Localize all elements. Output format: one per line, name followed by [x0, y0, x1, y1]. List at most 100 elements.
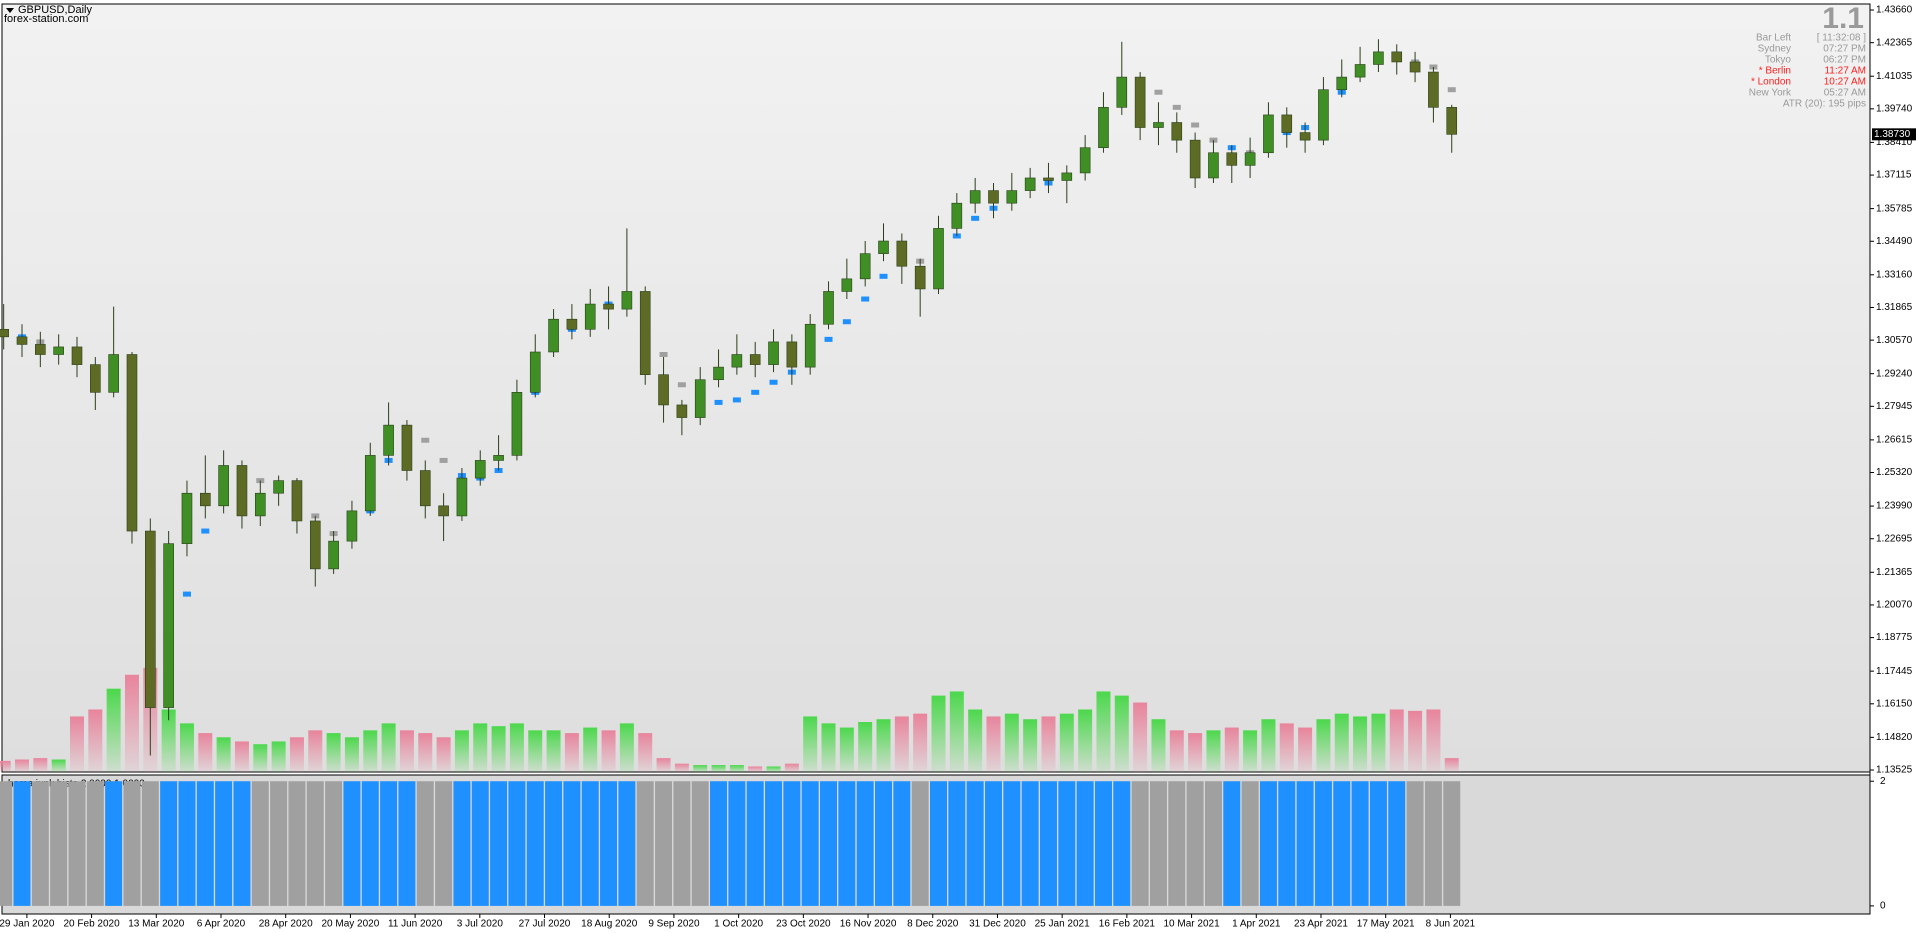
volume-bar — [839, 727, 854, 772]
y-tick-label: 1.26615 — [1876, 435, 1913, 446]
info-label: Sydney — [1758, 44, 1791, 55]
candle-body — [1061, 172, 1073, 181]
volume-bar — [161, 709, 176, 772]
histo-bar — [1204, 781, 1222, 906]
hama-dot — [751, 389, 760, 395]
volume-bar — [106, 688, 121, 772]
histo-bar — [31, 781, 49, 906]
histo-bar — [1241, 781, 1259, 906]
y-tick-label: 1.35785 — [1876, 203, 1913, 214]
hama-dot — [1191, 122, 1200, 128]
volume-bar — [363, 730, 378, 772]
histo-bar — [1333, 781, 1351, 906]
y-tick-label: 0 — [1880, 901, 1886, 912]
candle-body — [713, 366, 724, 381]
x-tick-label: 16 Nov 2020 — [840, 919, 897, 930]
info-value: 10:27 AM — [1824, 77, 1866, 88]
histo-bar — [343, 781, 361, 906]
x-tick-label: 8 Dec 2020 — [907, 919, 959, 930]
histo-bar — [215, 781, 233, 906]
candle-body — [1043, 177, 1054, 181]
histo-bar — [856, 781, 874, 906]
candle-body — [126, 354, 138, 532]
candle-body — [639, 291, 651, 375]
y-tick-label: 2 — [1880, 776, 1886, 787]
volume-bar — [1408, 710, 1423, 772]
candle-body — [1281, 114, 1293, 133]
hama-dot — [842, 319, 851, 325]
candle-body — [1208, 152, 1219, 179]
histo-bar — [1186, 781, 1204, 906]
histo-bar — [251, 781, 269, 906]
volume-bar — [344, 737, 359, 772]
hama-dot — [732, 397, 741, 403]
volume-bar — [454, 730, 469, 772]
volume-bar — [711, 765, 726, 772]
histo-bar — [1443, 781, 1461, 906]
x-tick-label: 28 Apr 2020 — [259, 919, 313, 930]
volume-bar — [289, 737, 304, 772]
volume-bar — [0, 760, 11, 772]
histo-bar — [563, 781, 581, 906]
candle-body — [493, 455, 504, 461]
histo-bar — [453, 781, 471, 906]
histo-bar — [50, 781, 68, 906]
hama-dot — [1447, 87, 1456, 93]
hama-dot — [714, 399, 723, 405]
y-tick-label: 1.37115 — [1876, 170, 1912, 181]
candle-body — [694, 379, 706, 418]
candle-body — [1024, 177, 1036, 191]
hama-dot — [824, 336, 833, 342]
histo-bar — [783, 781, 801, 906]
x-tick-label: 8 Jun 2021 — [1426, 919, 1476, 930]
histo-bar — [948, 781, 966, 906]
candle-body — [603, 303, 614, 310]
y-tick-label: 1.33160 — [1876, 269, 1913, 280]
volume-bar — [198, 733, 213, 772]
volume-bar — [1114, 695, 1129, 772]
candle-body — [878, 240, 889, 254]
x-tick-label: 20 May 2020 — [321, 919, 379, 930]
histo-bar — [1003, 781, 1021, 906]
volume-bar — [1224, 727, 1239, 772]
histo-bar — [636, 781, 654, 906]
histo-bar — [618, 781, 636, 906]
histo-bar — [471, 781, 489, 906]
x-tick-label: 13 Mar 2020 — [128, 919, 185, 930]
candle-body — [309, 520, 321, 570]
histo-bar — [325, 781, 343, 906]
candle-body — [0, 328, 9, 338]
candle-body — [548, 318, 559, 353]
candle-body — [16, 336, 28, 345]
volume-bar — [1078, 709, 1093, 772]
histo-bar — [581, 781, 599, 906]
x-tick-label: 20 Feb 2020 — [64, 919, 121, 930]
histo-bar — [435, 781, 453, 906]
menu-arrow[interactable] — [6, 8, 14, 13]
candle-body — [401, 424, 413, 471]
x-tick-label: 1 Oct 2020 — [714, 919, 763, 930]
candle-body — [1336, 76, 1348, 90]
volume-bar — [729, 765, 744, 772]
candle-body — [108, 354, 119, 393]
y-tick-label: 1.31865 — [1876, 302, 1913, 313]
histo-bar — [691, 781, 709, 906]
x-tick-label: 23 Apr 2021 — [1294, 919, 1348, 930]
volume-bar — [124, 674, 139, 772]
volume-bar — [399, 730, 414, 772]
candle-body — [1134, 76, 1146, 128]
x-tick-label: 10 Mar 2021 — [1163, 919, 1220, 930]
y-tick-label: 1.17445 — [1876, 666, 1913, 677]
x-tick-label: 9 Sep 2020 — [648, 919, 700, 930]
candle-body — [1079, 147, 1091, 174]
candle-body — [254, 492, 266, 517]
volume-bar — [381, 723, 396, 772]
volume-bar — [88, 709, 103, 772]
hama-dot — [659, 352, 668, 358]
volume-bar — [601, 730, 616, 772]
histo-bar — [1424, 781, 1442, 906]
hama-dot — [182, 591, 191, 597]
histo-bar — [1021, 781, 1039, 906]
volume-bar — [638, 733, 653, 772]
